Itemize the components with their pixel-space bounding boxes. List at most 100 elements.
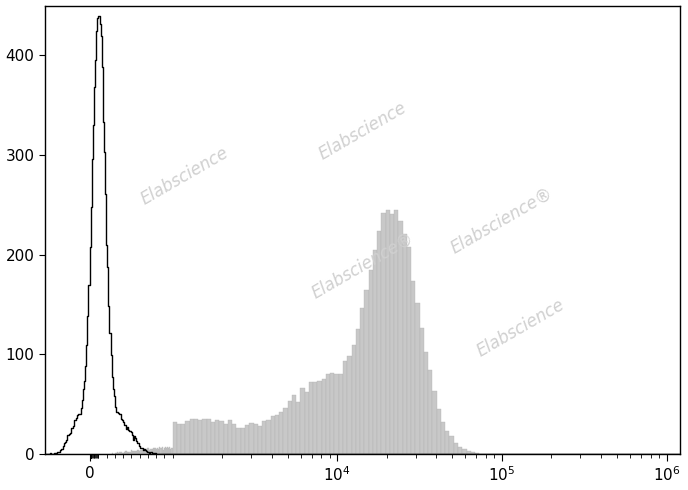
Bar [124,452,125,454]
Bar [111,453,113,454]
Bar [454,443,458,454]
Bar [420,328,424,454]
Bar [211,422,215,454]
Bar [151,449,153,454]
Bar [347,356,352,454]
Bar [373,250,377,454]
Bar [462,449,466,454]
Bar [283,408,288,454]
Bar [166,448,167,454]
Bar [398,221,402,454]
Bar [385,210,390,454]
Bar [394,210,398,454]
Bar [145,450,146,454]
Bar [149,450,151,454]
Bar [352,345,356,454]
Bar [296,402,301,454]
Bar [185,421,190,454]
Bar [377,231,381,454]
Bar [134,451,135,454]
Bar [168,448,169,454]
Bar [148,448,149,454]
Bar [125,451,126,454]
Bar [146,449,147,454]
Bar [305,392,309,454]
Bar [167,447,168,454]
Bar [292,395,296,454]
Bar [275,415,279,454]
Bar [334,374,338,454]
Bar [190,418,194,454]
Bar [326,374,330,454]
Bar [411,281,416,454]
Bar [128,451,129,454]
Bar [390,214,394,454]
Bar [118,453,120,454]
Bar [219,421,224,454]
Bar [428,370,433,454]
Bar [127,451,128,454]
Bar [338,373,343,454]
Bar [142,449,144,454]
Bar [313,382,317,454]
Bar [215,419,219,454]
Bar [136,451,137,454]
Bar [249,423,253,454]
Bar [126,451,127,454]
Bar [153,448,155,454]
Bar [466,451,471,454]
Bar [253,424,258,454]
Bar [237,428,241,454]
Bar [356,329,360,454]
Bar [165,447,166,454]
Bar [133,451,134,454]
Bar [360,308,364,454]
Bar [169,447,171,454]
Bar [322,379,326,454]
Bar [116,453,117,454]
Bar [160,448,162,454]
Bar [228,420,233,454]
Bar [135,451,136,454]
Bar [129,452,131,454]
Bar [198,420,202,454]
Bar [381,213,385,454]
Bar [258,426,262,454]
Text: Elabscience®: Elabscience® [308,229,416,302]
Bar [245,424,249,454]
Text: Elabscience: Elabscience [474,296,568,361]
Bar [117,452,118,454]
Bar [144,449,145,454]
Bar [122,453,124,454]
Bar [449,437,454,454]
Bar [433,391,437,454]
Bar [140,450,142,454]
Bar [171,448,173,454]
Bar [364,290,369,454]
Bar [369,270,373,454]
Text: Elabscience®: Elabscience® [448,184,556,257]
Bar [424,351,428,454]
Bar [309,382,313,454]
Bar [131,451,133,454]
Bar [445,431,449,454]
Bar [120,452,122,454]
Bar [288,401,292,454]
Bar [177,424,181,454]
Bar [317,381,322,454]
Bar [266,420,270,454]
Bar [402,234,407,454]
Bar [330,373,334,454]
Bar [162,450,164,454]
Bar [137,450,138,454]
Text: Elabscience: Elabscience [315,98,409,164]
Bar [471,452,475,454]
Bar [224,424,228,454]
Bar [279,412,283,454]
Bar [458,446,462,454]
Bar [164,448,165,454]
Bar [158,449,160,454]
Bar [181,424,185,454]
Bar [407,247,411,454]
Bar [206,419,211,454]
